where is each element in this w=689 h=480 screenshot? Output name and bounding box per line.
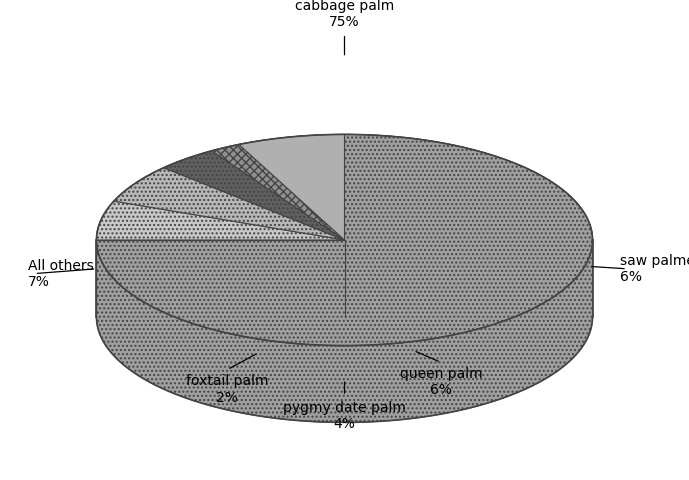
Text: foxtail palm
2%: foxtail palm 2% xyxy=(186,374,269,405)
Polygon shape xyxy=(96,201,344,240)
Polygon shape xyxy=(164,151,212,244)
Text: queen palm
6%: queen palm 6% xyxy=(400,367,482,397)
Text: All others
7%: All others 7% xyxy=(28,259,93,288)
Text: saw palmetto
6%: saw palmetto 6% xyxy=(620,254,689,284)
Polygon shape xyxy=(344,134,593,316)
Polygon shape xyxy=(96,134,593,346)
Polygon shape xyxy=(239,134,344,240)
Polygon shape xyxy=(96,240,593,422)
Polygon shape xyxy=(212,144,239,228)
Polygon shape xyxy=(96,201,114,317)
Polygon shape xyxy=(114,168,164,278)
Polygon shape xyxy=(114,168,344,240)
Polygon shape xyxy=(212,144,344,240)
Text: pygmy date palm
4%: pygmy date palm 4% xyxy=(283,401,406,431)
Text: cabbage palm
75%: cabbage palm 75% xyxy=(295,0,394,29)
Polygon shape xyxy=(164,151,344,240)
Polygon shape xyxy=(239,134,344,221)
